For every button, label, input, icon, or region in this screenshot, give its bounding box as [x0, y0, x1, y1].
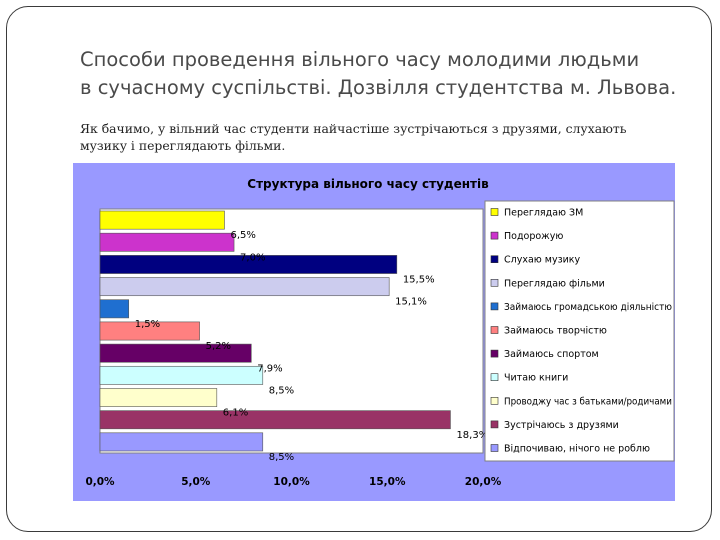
bar-2: [99, 232, 235, 252]
x-tick-label: 15,0%: [369, 476, 406, 488]
legend-swatch: [490, 255, 499, 263]
legend-label: Читаю книги: [504, 373, 568, 384]
legend-swatch: [490, 420, 499, 429]
slide-title-line-1: Способи проведення вільного часу молодим…: [80, 48, 640, 71]
bar-value-label: 7,9%: [257, 363, 282, 374]
bar-6: [99, 321, 200, 341]
legend-box: [484, 200, 675, 462]
chart-title: Структура вільного часу студентів: [247, 177, 489, 191]
legend-label: Займаюсь спортом: [504, 349, 599, 360]
legend-label: Проводжу час з батьками/родичами: [504, 396, 672, 407]
legend-swatch: [490, 444, 499, 452]
legend-label: Займаюсь громадською діяльністю: [504, 302, 672, 313]
bar-value-label: 8,5%: [269, 385, 294, 396]
legend-swatch: [490, 373, 499, 381]
bar-value-label: 1,5%: [135, 319, 160, 330]
slide-title-line-2: в сучасному суспільстві. Дозвілля студен…: [80, 76, 677, 99]
legend: Переглядаю ЗМ Подорожую Слухаю музику Перег…: [490, 208, 672, 455]
legend-label: Займаюсь творчістю: [504, 326, 607, 337]
bar-8: [99, 365, 264, 385]
x-axis-ticks: 0,0% 5,0% 10,0% 15,0% 20,0%: [85, 476, 501, 488]
legend-swatch: [490, 231, 499, 240]
legend-swatch: [490, 279, 499, 287]
bar-labels-group: 6,5% 7,0% 15,5% 15,1% 1,5% 5,2% 7,9% 8,5% 6,1% 18…: [135, 230, 489, 463]
bar-value-label: 5,2%: [206, 341, 231, 352]
bar-1: [99, 210, 225, 230]
slide-subtitle-line-2: музику і переглядають фільми.: [80, 138, 286, 153]
legend-swatch: [490, 208, 499, 216]
slide-subtitle: Як бачимо, у вільний час студенти найчас…: [80, 120, 690, 154]
chart-container: Структура вільного часу студентів 6,5% 7,…: [73, 163, 675, 501]
bar-value-label: 15,1%: [395, 297, 427, 308]
bar-value-label: 8,5%: [269, 452, 294, 463]
bar-5: [99, 299, 130, 319]
legend-label: Відпочиваю, нічого не роблю: [504, 444, 650, 455]
bar-9: [99, 388, 218, 407]
bar-value-label: 6,1%: [223, 408, 248, 419]
bar-value-label: 7,0%: [240, 252, 265, 263]
x-tick-label: 0,0%: [85, 476, 115, 488]
x-tick-label: 10,0%: [273, 476, 310, 488]
bar-7: [99, 343, 252, 363]
bar-11: [99, 432, 264, 452]
x-tick-label: 20,0%: [465, 476, 502, 488]
legend-label: Переглядаю ЗМ: [504, 208, 583, 219]
slide-title: Способи проведення вільного часу молодим…: [80, 46, 700, 102]
bar-10: [99, 410, 451, 430]
bar-value-label: 15,5%: [403, 275, 435, 286]
legend-label: Слухаю музику: [504, 255, 581, 266]
legend-swatch: [490, 302, 499, 311]
legend-label: Зустрічаюсь з друзями: [504, 420, 619, 431]
bar-4: [99, 277, 390, 297]
legend-label: Подорожую: [504, 231, 563, 242]
bar-value-label: 6,5%: [230, 230, 255, 241]
bar-chart: Структура вільного часу студентів 6,5% 7,…: [73, 163, 675, 501]
x-tick-label: 5,0%: [181, 476, 211, 488]
legend-label: Переглядаю фільми: [504, 278, 605, 289]
bar-value-label: 18,3%: [456, 430, 488, 441]
bar-3: [99, 255, 398, 274]
slide-subtitle-line-1: Як бачимо, у вільний час студенти найчас…: [80, 121, 627, 136]
legend-swatch: [490, 326, 499, 334]
legend-swatch: [490, 349, 499, 358]
bars-group: [99, 210, 451, 452]
legend-swatch: [490, 397, 499, 405]
